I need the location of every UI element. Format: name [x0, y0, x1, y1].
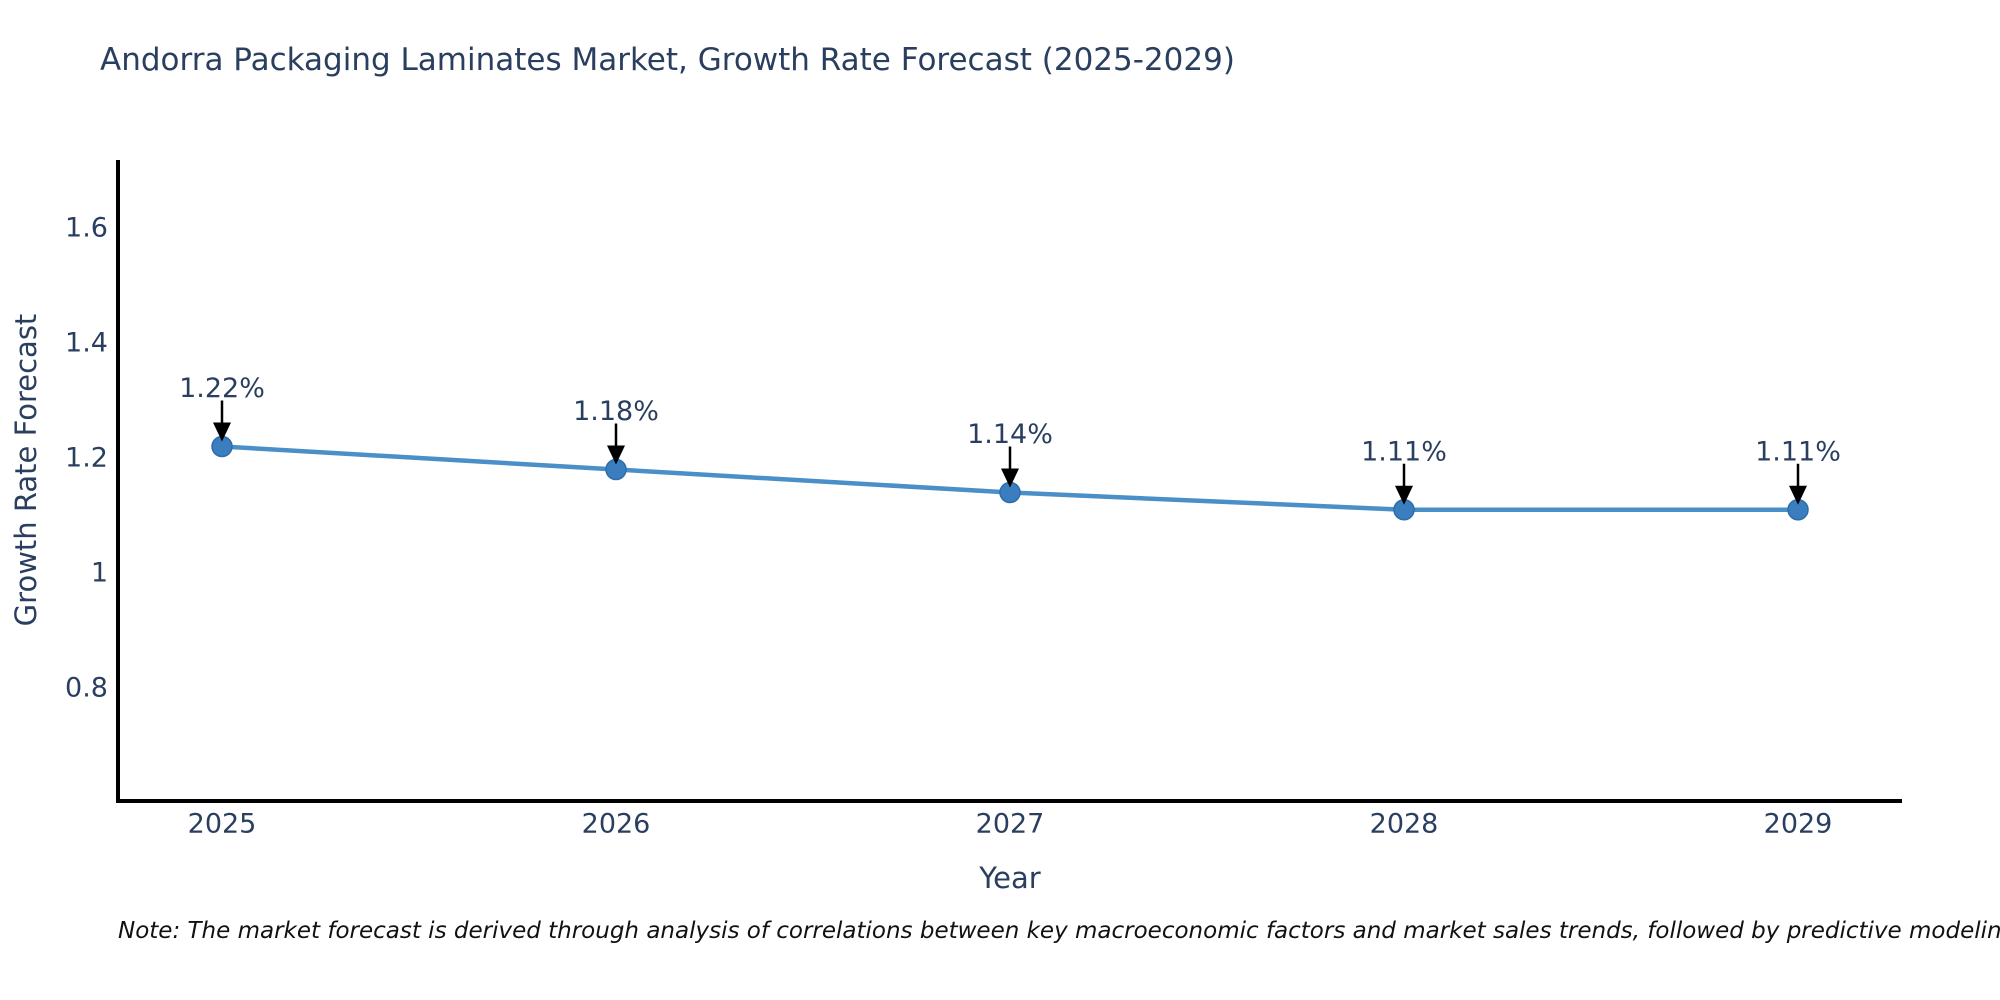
- annotation-label: 1.11%: [1361, 436, 1447, 467]
- x-tick-label: 2029: [1764, 809, 1833, 840]
- annotation-arrowhead-icon: [213, 422, 231, 442]
- x-tick-label: 2027: [976, 809, 1045, 840]
- axis-lines: [116, 160, 1902, 803]
- y-tick-label: 1: [91, 558, 108, 589]
- annotation-label: 1.22%: [179, 373, 265, 404]
- annotation-label: 1.18%: [573, 396, 659, 427]
- x-axis-title: Year: [979, 861, 1041, 895]
- annotation-label: 1.14%: [967, 419, 1053, 450]
- x-tick-label: 2028: [1370, 809, 1439, 840]
- y-tick-label: 0.8: [65, 673, 108, 704]
- chart-title: Andorra Packaging Laminates Market, Grow…: [100, 42, 1235, 78]
- annotation-arrowhead-icon: [1395, 485, 1413, 505]
- y-tick-label: 1.6: [65, 213, 108, 244]
- annotation-label: 1.11%: [1755, 436, 1841, 467]
- x-tick-label: 2026: [582, 809, 651, 840]
- annotation-arrowhead-icon: [607, 445, 625, 465]
- annotation-arrowhead-icon: [1789, 485, 1807, 505]
- y-tick-label: 1.4: [65, 328, 108, 359]
- y-tick-label: 1.2: [65, 443, 108, 474]
- y-axis-title: Growth Rate Forecast: [9, 313, 43, 627]
- footnote: Note: The market forecast is derived thr…: [118, 918, 2000, 944]
- x-tick-label: 2025: [188, 809, 257, 840]
- annotation-arrowhead-icon: [1001, 468, 1019, 488]
